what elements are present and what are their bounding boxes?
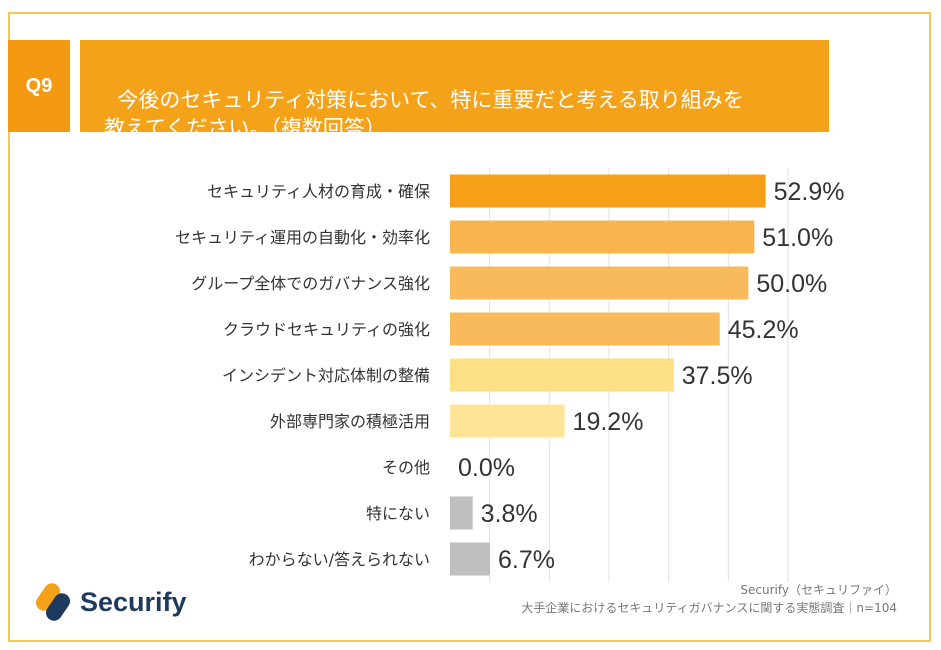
- value-label: 0.0%: [458, 454, 515, 482]
- value-label: 52.9%: [774, 178, 845, 206]
- bar: [450, 266, 749, 300]
- value-label: 19.2%: [573, 408, 644, 436]
- source-line-2: 大手企業におけるセキュリティガバナンスに関する実態調査｜n=104: [521, 601, 897, 615]
- bar: [450, 496, 473, 530]
- value-label: 45.2%: [728, 316, 799, 344]
- bar: [450, 220, 755, 254]
- source-note: Securify（セキュリファイ） 大手企業におけるセキュリティガバナンスに関す…: [521, 581, 897, 617]
- category-label: 外部専門家の積極活用: [270, 412, 430, 431]
- question-number-badge: Q9: [8, 40, 70, 132]
- chart-frame: [8, 12, 931, 642]
- bar: [450, 174, 766, 208]
- brand-name: Securify: [80, 586, 187, 617]
- value-label: 50.0%: [756, 270, 827, 298]
- category-label: 特にない: [366, 504, 430, 523]
- category-label: わからない/答えられない: [249, 550, 430, 569]
- category-label: インシデント対応体制の整備: [222, 366, 430, 385]
- value-label: 6.7%: [498, 546, 555, 574]
- question-box: 今後のセキュリティ対策において、特に重要だと考える取り組みを 教えてください。（…: [80, 40, 829, 140]
- value-label: 3.8%: [481, 500, 538, 528]
- value-label: 51.0%: [762, 224, 833, 252]
- value-label: 37.5%: [682, 362, 753, 390]
- bar: [450, 542, 490, 576]
- question-number: Q9: [25, 74, 53, 97]
- source-line-1: Securify（セキュリファイ）: [740, 583, 897, 597]
- category-label: セキュリティ人材の育成・確保: [207, 182, 430, 201]
- category-label: その他: [382, 458, 430, 477]
- category-label: クラウドセキュリティの強化: [223, 320, 430, 339]
- bar: [450, 312, 720, 346]
- category-label: グループ全体でのガバナンス強化: [191, 274, 430, 293]
- securify-logo: Securify: [34, 580, 194, 624]
- question-text: 今後のセキュリティ対策において、特に重要だと考える取り組みを 教えてください。（…: [104, 88, 744, 140]
- category-label: セキュリティ運用の自動化・効率化: [175, 228, 430, 247]
- bar: [450, 358, 674, 392]
- securify-logo-icon: [35, 583, 71, 621]
- bar: [450, 404, 565, 438]
